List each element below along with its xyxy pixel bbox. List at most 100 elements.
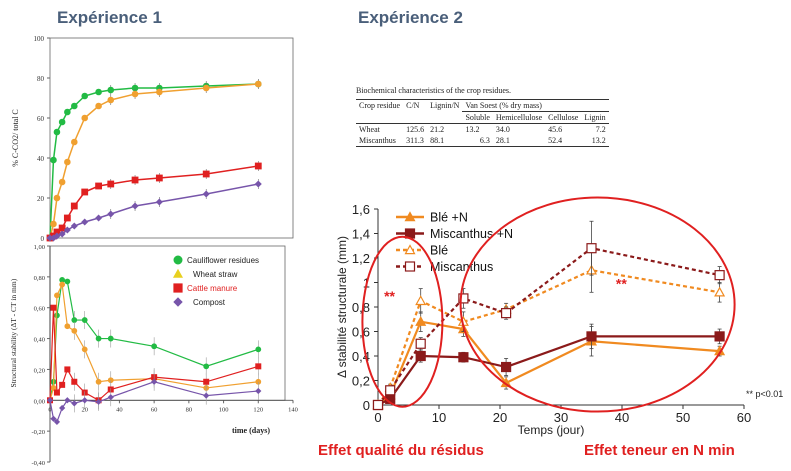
data-point xyxy=(71,327,78,334)
data-point xyxy=(255,346,262,353)
data-point xyxy=(155,174,163,182)
y-tick-label: -0,40 xyxy=(31,460,45,467)
table-cell: 45.6 xyxy=(548,125,563,134)
table-caption: Biochemical characteristics of the crop … xyxy=(356,86,512,95)
data-point xyxy=(107,96,115,104)
data-point xyxy=(254,162,262,170)
structural-stability-chart: -0,40 -0,20 0,00 0,20 0,40 0,60 0,80 1,00 0 20 40 6… xyxy=(9,244,298,467)
data-point xyxy=(58,118,66,126)
data-point xyxy=(81,218,89,226)
data-point xyxy=(53,232,61,240)
biochemical-table: Biochemical characteristics of the crop … xyxy=(356,86,609,147)
x-tick-label: 140 xyxy=(288,406,298,413)
data-point xyxy=(95,214,103,222)
data-point xyxy=(71,317,78,323)
data-point xyxy=(714,270,725,281)
y-tick-label: 0,2 xyxy=(352,374,370,389)
y-tick-label: 20 xyxy=(37,195,45,203)
table-row: Miscanthus 311.3 88.1 6.3 28.1 52.4 13.2 xyxy=(356,135,609,147)
data-point xyxy=(59,281,66,288)
data-point xyxy=(81,92,89,100)
series-line xyxy=(49,282,259,401)
data-point xyxy=(50,304,57,311)
data-point xyxy=(415,350,426,362)
data-point xyxy=(714,286,726,297)
y-tick-label: 1,6 xyxy=(352,202,370,217)
data-point xyxy=(70,222,78,230)
y-tick-label: 1,2 xyxy=(352,251,370,266)
header-lignin-n: Lignin/N xyxy=(427,99,463,112)
y-tick-label: 0,40 xyxy=(34,337,45,344)
data-point xyxy=(53,128,61,136)
data-point xyxy=(95,88,102,96)
data-point xyxy=(81,188,89,196)
data-point xyxy=(63,226,71,234)
co2-mineralization-chart: 0 20 40 60 80 100 % C-CO2/ total C xyxy=(11,35,294,243)
data-point xyxy=(107,86,115,94)
legend-label: Compost xyxy=(193,298,226,307)
table-cell: 21.2 xyxy=(430,125,445,134)
table-cell: Wheat xyxy=(359,125,380,134)
highlight-ellipse-early xyxy=(361,235,444,408)
table-grid: Crop residue C/N Lignin/N Van Soest (% d… xyxy=(356,99,609,147)
y-tick-label: 0,60 xyxy=(34,306,45,313)
data-point xyxy=(202,190,210,198)
data-point xyxy=(58,230,66,238)
table-cell: 13.2 xyxy=(465,125,480,134)
table-cell: 7.2 xyxy=(595,125,606,134)
series-line xyxy=(49,83,259,239)
data-point xyxy=(203,363,210,370)
legend-label: Cattle manure xyxy=(187,284,238,293)
x-tick-label: 10 xyxy=(432,410,446,425)
data-point xyxy=(714,331,725,342)
table-cell: 52.4 xyxy=(545,135,582,147)
legend-label: Cauliflower residues xyxy=(187,256,259,265)
x-tick-label: 40 xyxy=(615,410,629,425)
data-point xyxy=(586,331,597,342)
y-tick-label: 0,6 xyxy=(352,325,370,340)
data-point xyxy=(50,385,57,391)
data-point xyxy=(501,361,512,373)
data-point xyxy=(372,399,384,411)
y-tick-label: 100 xyxy=(34,35,45,43)
data-point xyxy=(59,404,66,412)
data-point xyxy=(255,387,262,395)
data-point xyxy=(64,108,71,116)
x-tick-label: 0 xyxy=(48,406,51,413)
data-point xyxy=(63,214,71,222)
data-point xyxy=(95,102,102,110)
data-point xyxy=(71,102,78,110)
data-point xyxy=(107,394,114,401)
x-axis-label: time (days) xyxy=(232,426,270,435)
data-point xyxy=(71,400,78,407)
data-point xyxy=(54,312,60,319)
x-tick-label: 80 xyxy=(186,406,193,413)
data-point xyxy=(131,90,139,98)
data-point xyxy=(131,202,139,210)
data-point xyxy=(254,80,262,88)
y-tick-label: 60 xyxy=(37,115,45,123)
x-axis-label: Temps (jour) xyxy=(518,423,585,437)
data-point xyxy=(59,277,66,283)
data-point xyxy=(50,220,57,228)
legend-marker xyxy=(172,268,184,278)
data-point xyxy=(58,178,66,186)
legend-marker xyxy=(404,244,416,255)
data-point xyxy=(255,363,262,370)
subheader-soluble: Soluble xyxy=(462,111,493,124)
data-point xyxy=(385,385,396,396)
x-tick-label: 60 xyxy=(151,406,158,413)
legend-label: Miscanthus +N xyxy=(430,227,513,241)
stability-delta-chart: 00,20,40,60,811,21,41,60 10 20 30 40 50 60Δ st… xyxy=(335,196,783,437)
table-cell: 88.1 xyxy=(427,135,463,147)
y-tick-label: 0,20 xyxy=(34,367,45,374)
data-point xyxy=(81,317,88,323)
y-tick-label: -0,20 xyxy=(31,429,45,436)
significance-note: ** p<0.01 xyxy=(746,389,783,399)
data-point xyxy=(64,397,71,404)
series-line xyxy=(49,165,259,239)
x-tick-label: 30 xyxy=(554,410,568,425)
data-point xyxy=(95,182,103,190)
data-point xyxy=(64,323,71,330)
legend-label: Blé +N xyxy=(430,211,468,225)
